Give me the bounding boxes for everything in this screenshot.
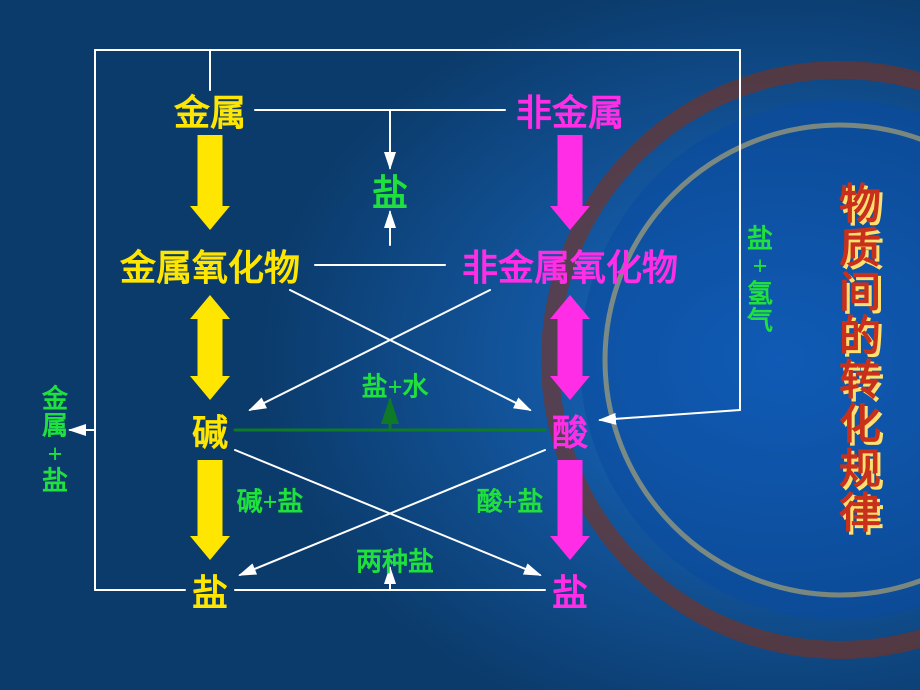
diagram-stage: 金属非金属金属氧化物非金属氧化物碱酸盐盐盐盐+水碱+盐酸+盐两种盐盐 + 氢 气…: [0, 0, 920, 690]
node-salt_mid: 盐: [372, 164, 408, 216]
label-two_salt: 两种盐: [356, 542, 434, 579]
node-metal_ox: 金属氧化物: [120, 239, 300, 291]
node-salt_r: 盐: [552, 564, 588, 616]
label-metal_salt: 金 属 + 盐: [42, 385, 68, 494]
label-base_salt: 碱+盐: [237, 482, 304, 519]
node-base: 碱: [192, 404, 228, 456]
label-salt_h2: 盐 + 氢 气: [747, 225, 773, 334]
node-acid: 酸: [552, 404, 588, 456]
node-metal: 金属: [174, 84, 246, 136]
node-nonmetal_ox: 非金属氧化物: [462, 239, 678, 291]
node-salt_l: 盐: [192, 564, 228, 616]
title: 物 质 间 的 转 化 规 律: [839, 184, 881, 537]
label-salt_water: 盐+水: [362, 367, 429, 404]
node-nonmetal: 非金属: [516, 84, 624, 136]
label-acid_salt: 酸+盐: [477, 482, 544, 519]
diagram-svg: [0, 0, 920, 690]
